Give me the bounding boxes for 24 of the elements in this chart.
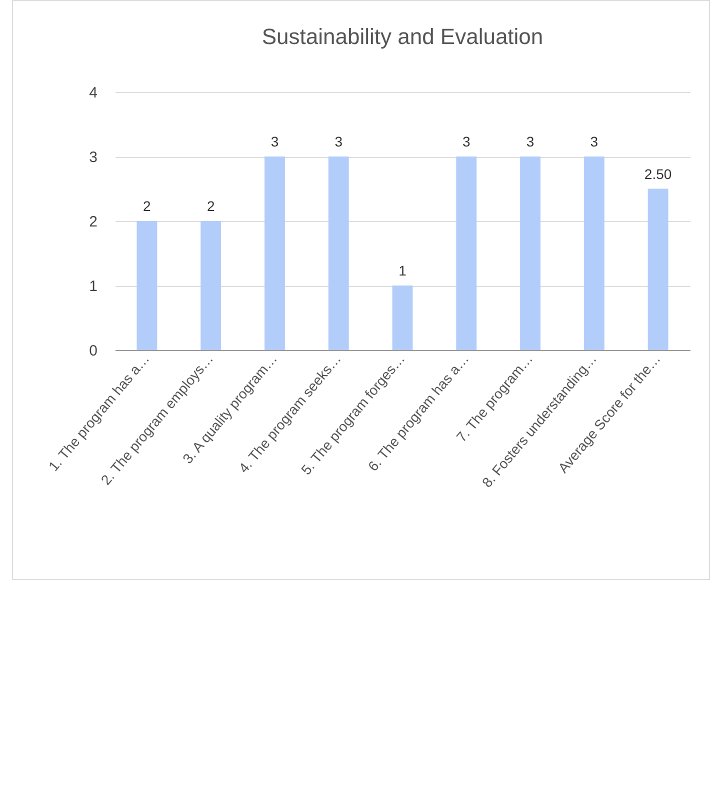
data-label: 2.50 xyxy=(644,166,672,182)
bar xyxy=(584,156,604,350)
bar xyxy=(456,156,477,350)
bar xyxy=(648,188,668,350)
bar xyxy=(392,286,413,350)
data-label: 1 xyxy=(398,262,407,278)
data-label: 3 xyxy=(270,134,279,150)
bar xyxy=(264,156,285,350)
bar xyxy=(136,221,158,350)
y-tick-label: 1 xyxy=(89,278,98,295)
bar xyxy=(200,221,222,350)
y-tick-label: 2 xyxy=(89,214,98,230)
data-label: 3 xyxy=(590,134,598,150)
y-tick-label: 3 xyxy=(89,149,98,166)
data-label: 2 xyxy=(143,198,152,214)
data-label: 3 xyxy=(462,134,470,150)
bar xyxy=(520,156,540,350)
y-tick-label: 4 xyxy=(89,84,98,102)
chart-title: Sustainability and Evaluation xyxy=(262,24,544,49)
y-tick-label: 0 xyxy=(89,342,98,360)
bar xyxy=(328,156,349,350)
data-label: 3 xyxy=(526,134,534,150)
data-label: 3 xyxy=(334,134,343,150)
data-label: 2 xyxy=(206,198,215,214)
